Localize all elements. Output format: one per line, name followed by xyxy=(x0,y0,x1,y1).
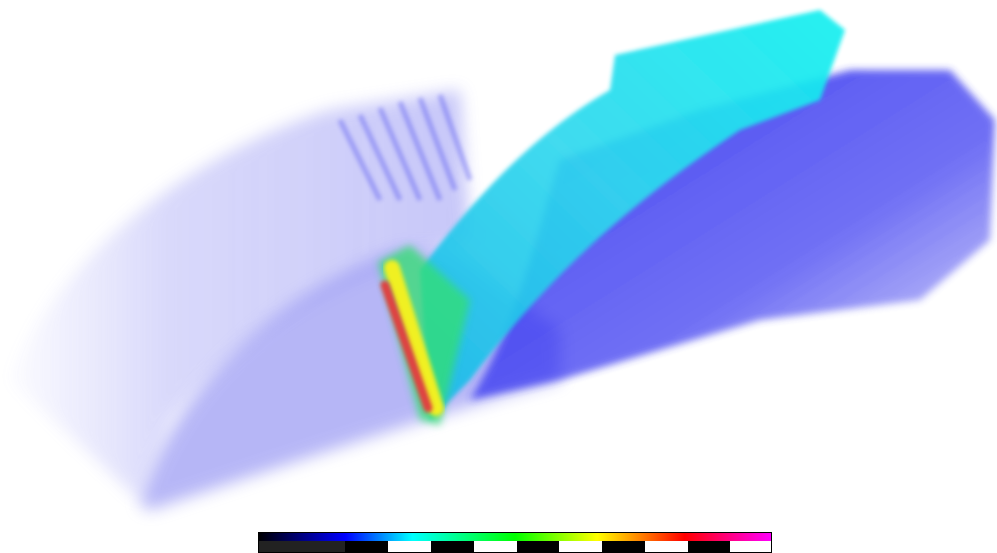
colorbar-opacity xyxy=(345,541,388,553)
colorbar xyxy=(258,532,772,553)
colorbar-gradient xyxy=(258,532,772,541)
volume-render-view xyxy=(0,0,997,553)
page xyxy=(0,0,997,553)
colorbar-opacity xyxy=(431,541,474,553)
colorbar-opacity xyxy=(258,541,345,553)
colorbar-opacity xyxy=(517,541,559,553)
colorbar-opacity xyxy=(688,541,730,553)
colorbar-opacity xyxy=(602,541,645,553)
